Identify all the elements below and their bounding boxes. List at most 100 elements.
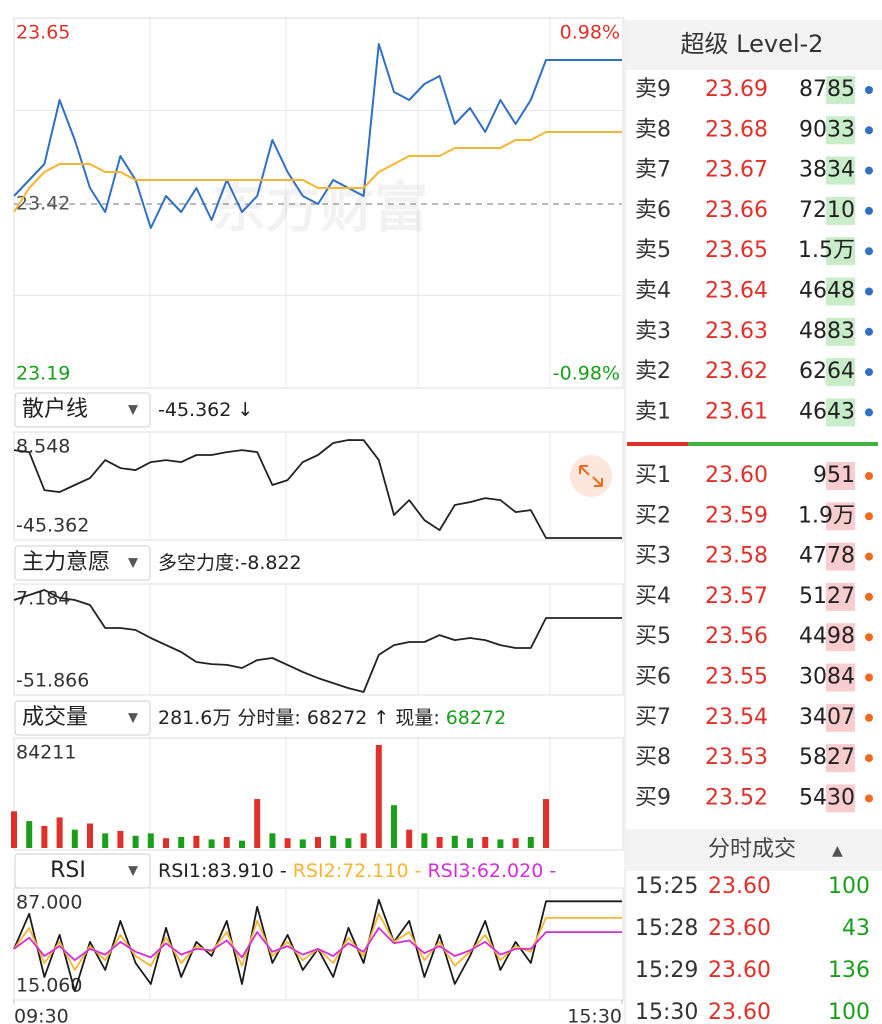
volume-highlight [826,542,855,571]
row-price: 23.68 [705,117,768,142]
indicator-select[interactable] [14,853,151,889]
row-volume: 3834 [799,158,855,183]
trade-volume: 100 [828,874,870,899]
row-price: 23.67 [705,158,768,183]
x-tick-label: 15:30 [567,1006,622,1024]
row-label: 卖7 [635,158,671,183]
row-price: 23.54 [705,705,768,730]
volume-highlight [826,358,855,387]
indicator-name: 散户线 [22,397,88,422]
indicator-select[interactable] [14,700,151,736]
row-price: 23.63 [705,319,768,344]
indicator-name: RSI [50,858,86,883]
readout: -45.362 ↓ [158,399,253,421]
volume-highlight [826,462,855,490]
y-tick-label: 8.548 [16,436,70,458]
volume-bar [482,836,489,848]
y-tick-label: -51.866 [16,670,89,692]
row-label: 卖1 [635,399,671,424]
row-dot [865,754,873,763]
volume-bar [512,838,519,848]
y-tick-label: 23.42 [16,193,70,215]
volume-bar [467,838,473,848]
indicator-select[interactable] [14,545,151,581]
row-label: 买6 [635,665,671,690]
trade-price: 23.60 [708,874,771,899]
volume-bar [208,839,215,848]
row-label: 卖4 [635,279,671,304]
x-tick-label: 09:30 [14,1006,69,1024]
readout-text: 多空力度:-8.822 [158,552,302,574]
series-line [13,439,622,539]
row-dot [865,166,873,175]
expand-button[interactable] [570,455,612,497]
volume-highlight [826,582,855,611]
volume-bar [178,836,185,848]
volume-bar [375,745,382,848]
row-dot [865,552,873,561]
row-volume: 4648 [799,279,855,304]
row-label: 买1 [635,463,671,488]
row-volume: 3084 [799,665,855,690]
row-dot [865,794,873,803]
y-tick-label: 15.060 [16,975,82,997]
readout: RSI1:83.910 - RSI2:72.110 - RSI3:62.020 - [158,860,556,882]
row-volume: 4498 [799,624,855,649]
row-dot [865,368,873,377]
volume-bar [360,833,367,848]
trades-title: 分时成交 [708,837,796,862]
row-label: 买8 [635,745,671,770]
trade-volume: 100 [828,1000,870,1024]
row-volume: 4883 [799,319,855,344]
row-label: 卖6 [635,198,671,223]
volume-bar [117,830,124,848]
volume-bar [11,811,17,848]
legend-entry: RSI2:72.110 - [293,860,422,882]
row-volume: 4778 [799,544,855,569]
volume-bar [497,839,504,848]
trade-volume: 43 [842,916,870,941]
row-dot [865,126,873,135]
row-price: 23.61 [705,399,768,424]
volume-bar [543,799,549,848]
row-volume: 5827 [799,745,855,770]
row-dot [865,247,873,256]
row-volume: 5127 [799,584,855,609]
row-volume: 6264 [799,359,855,384]
volume-bar [451,835,458,848]
row-price: 23.65 [705,238,768,263]
y-tick-label: -45.362 [16,515,89,537]
row-price: 23.59 [705,503,768,528]
row-dot [865,592,873,601]
panel-frame [13,887,624,1001]
volume-highlight [826,502,855,531]
volume-highlight [826,76,855,104]
readout: 多空力度:-8.822 [158,552,302,574]
volume-bar [102,833,109,848]
row-label: 卖8 [635,117,671,142]
row-price: 23.66 [705,198,768,223]
volume-highlight [826,156,855,185]
y-tick-label: 23.19 [16,363,70,385]
series-line [13,927,622,962]
row-price: 23.64 [705,279,768,304]
trade-price: 23.60 [708,1000,771,1024]
volume-bar [315,836,321,848]
volume-bar [239,840,245,848]
indicator-select[interactable] [14,392,151,428]
series-line [13,589,622,693]
trades-toggle[interactable]: ▲ [832,843,843,859]
indicator-name: 成交量 [22,705,88,730]
row-label: 卖9 [635,77,671,102]
panel-frame [13,431,624,541]
row-price: 23.52 [705,785,768,810]
row-label: 卖2 [635,359,671,384]
row-price: 23.60 [705,463,768,488]
row-label: 买2 [635,503,671,528]
volume-bar [527,836,534,848]
trade-time: 15:25 [635,874,698,899]
trade-price: 23.60 [708,958,771,983]
volume-bar [71,829,78,848]
volume-highlight [826,237,855,266]
